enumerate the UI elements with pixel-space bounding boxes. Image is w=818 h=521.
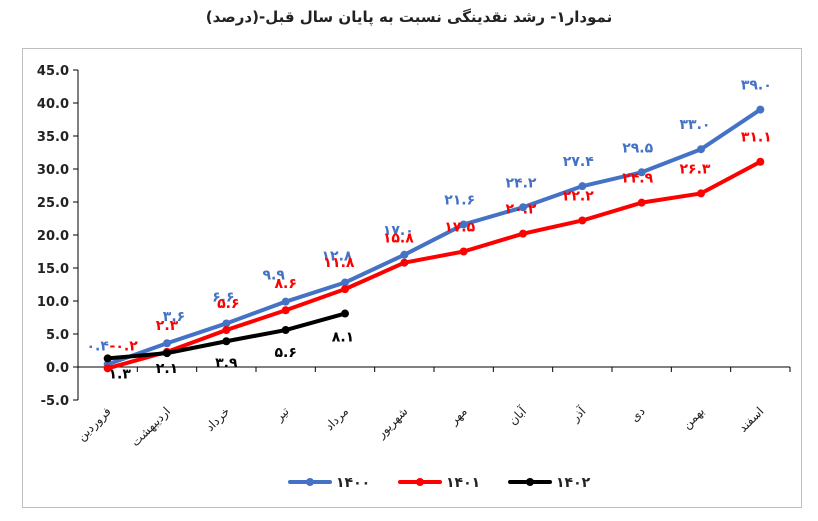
- data-point: [400, 258, 409, 267]
- data-point: [459, 220, 468, 229]
- legend-label: ۱۴۰۱: [446, 475, 480, 491]
- data-point: [400, 250, 409, 259]
- y-tick-label: 40.0: [37, 97, 69, 112]
- data-label: ۳.۶: [163, 309, 185, 325]
- data-point: [756, 105, 765, 114]
- data-label: ۸.۱: [332, 330, 354, 346]
- chart-title: نمودار۱- رشد نقدینگی نسبت به پایان سال ق…: [205, 8, 613, 26]
- data-label: ۲۴.۲: [506, 175, 537, 191]
- data-label: ۶.۶: [212, 289, 234, 305]
- data-label: ۵.۶: [274, 345, 296, 361]
- y-tick-label: 25.0: [37, 196, 69, 211]
- data-point: [697, 145, 705, 154]
- data-label: ۱.۳: [108, 366, 131, 382]
- x-tick-label: مهر: [446, 404, 470, 428]
- x-tick-label: خرداد: [203, 404, 233, 434]
- legend-label: ۱۴۰۰: [336, 475, 370, 491]
- data-label: ۲۷.۴: [563, 154, 594, 170]
- y-tick-label: 10.0: [37, 295, 69, 310]
- data-label: ۵.۶: [217, 296, 239, 312]
- data-label: -۰.۲: [110, 338, 139, 354]
- data-point: [281, 297, 290, 306]
- data-point: [578, 182, 587, 191]
- y-tick-label: 30.0: [37, 163, 69, 178]
- data-point: [578, 216, 587, 225]
- data-label: ۱۲.۸: [322, 249, 353, 265]
- x-tick-label: شهریور: [373, 404, 411, 442]
- data-label: ۲۴.۹: [622, 171, 653, 187]
- data-label: ۱۵.۸: [383, 231, 414, 247]
- data-label: ۳۹.۰: [741, 78, 772, 94]
- data-label: ۲۰.۲: [506, 202, 537, 218]
- data-label: ۱۷.۰: [383, 223, 414, 239]
- x-tick-label: آبان: [505, 403, 530, 428]
- data-point: [222, 319, 231, 328]
- data-point: [637, 168, 646, 177]
- x-tick-label: بهمن: [680, 404, 708, 432]
- y-tick-label: 35.0: [37, 130, 69, 145]
- data-label: ۳۳.۰: [680, 117, 711, 133]
- x-tick-label: دی: [627, 404, 647, 424]
- data-label: ۱۱.۸: [324, 255, 355, 271]
- chart-frame: [22, 48, 802, 508]
- data-point: [281, 326, 290, 335]
- data-point: [637, 198, 646, 207]
- legend-label: ۱۴۰۲: [556, 475, 591, 491]
- data-label: ۲۶.۳: [680, 161, 711, 177]
- data-point: [341, 285, 349, 294]
- data-label: ۲۲.۲: [563, 188, 594, 204]
- series-line: [105, 107, 763, 367]
- data-label: ۱۷.۵: [444, 220, 475, 236]
- data-point: [222, 337, 231, 346]
- data-point: [281, 306, 290, 315]
- data-point: [519, 229, 527, 238]
- x-tick-label: اردیبهشت: [128, 404, 174, 450]
- y-tick-label: -5.0: [41, 394, 69, 409]
- y-tick-label: 0.0: [46, 361, 69, 376]
- data-point: [756, 157, 765, 166]
- data-point: [341, 309, 349, 318]
- data-point: [519, 203, 527, 212]
- data-point: [222, 326, 231, 335]
- y-tick-label: 15.0: [37, 262, 69, 277]
- data-point: [459, 247, 468, 256]
- x-tick-label: اسفند: [736, 404, 767, 435]
- y-tick-label: 5.0: [46, 328, 69, 343]
- data-label: ۲۱.۶: [444, 192, 475, 208]
- data-point: [697, 189, 705, 198]
- x-tick-label: مرداد: [322, 404, 352, 434]
- x-tick-label: تیر: [272, 404, 293, 425]
- x-tick-label: آذر: [567, 403, 590, 426]
- x-tick-label: فروردین: [74, 404, 114, 444]
- data-point: [341, 278, 349, 287]
- data-point: [103, 354, 112, 363]
- data-point: [163, 339, 171, 348]
- data-label: ۲۹.۵: [622, 140, 653, 156]
- data-point: [103, 364, 112, 373]
- data-label: ۲.۳: [156, 318, 179, 334]
- data-label: ۳۱.۱: [741, 130, 772, 146]
- data-label: ۳.۹: [215, 355, 238, 371]
- data-label: ۲.۱: [156, 361, 178, 377]
- legend-marker: [526, 478, 534, 486]
- y-tick-label: 20.0: [37, 229, 69, 244]
- legend-marker: [306, 478, 314, 486]
- y-tick-label: 45.0: [37, 64, 69, 79]
- data-label: ۹.۹: [262, 268, 285, 284]
- legend-marker: [416, 478, 424, 486]
- data-point: [163, 349, 171, 358]
- data-label: ۸.۶: [274, 276, 296, 292]
- series-line: [105, 159, 763, 371]
- data-label: ۰.۴: [86, 338, 109, 354]
